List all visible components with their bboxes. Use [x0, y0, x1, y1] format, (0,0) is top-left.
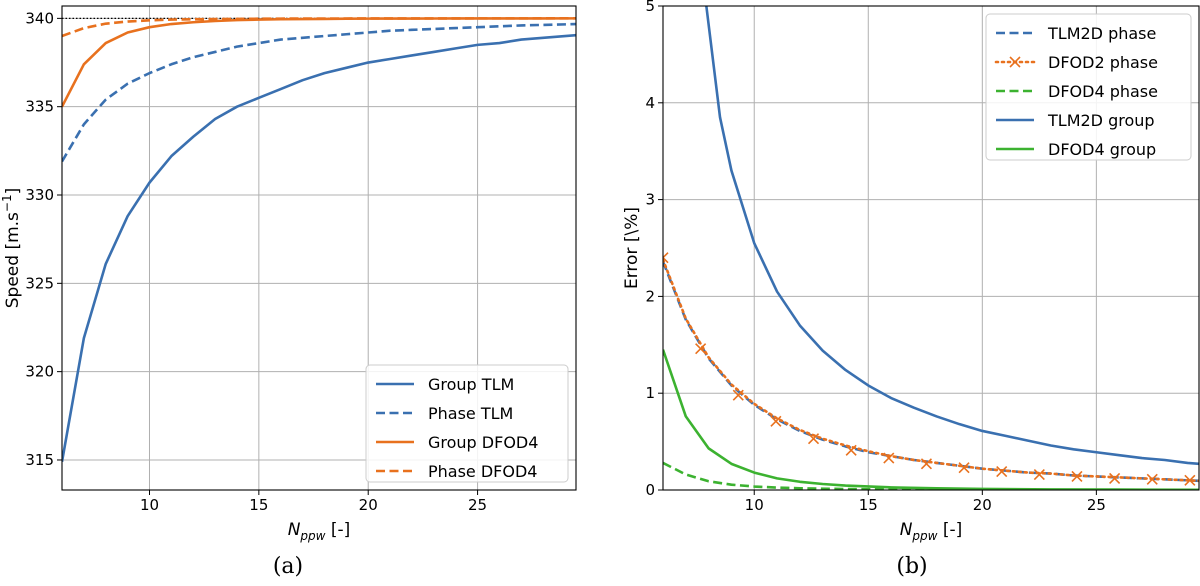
panel-caption: (b) [896, 554, 927, 579]
y-tick-label: 325 [25, 274, 54, 292]
series-line-tlm2d-group [705, 6, 1199, 466]
x-tick-label: 25 [468, 496, 487, 514]
x-tick-label: 25 [1087, 496, 1106, 514]
y-tick-label: 315 [25, 451, 54, 469]
series-line-phase-dfod4 [62, 17, 576, 38]
marker-x [1071, 470, 1083, 483]
marker-x [807, 433, 820, 445]
y-tick-label: 3 [645, 191, 655, 209]
y-tick-label: 2 [645, 287, 655, 305]
legend-label: Group DFOD4 [428, 433, 538, 452]
legend-label: TLM2D group [1047, 111, 1155, 130]
x-tick-label: 15 [859, 496, 878, 514]
legend-label: DFOD4 group [1048, 140, 1156, 159]
y-tick-label: 320 [25, 363, 54, 381]
series-line-dfod2-phase [663, 258, 1199, 483]
x-axis-title: Nppw [-] [288, 520, 351, 543]
plot-area [663, 6, 1199, 490]
marker-x [996, 466, 1008, 478]
legend: Group TLM Phase TLM Group DFOD4 Phase DFOD4 [365, 364, 569, 483]
x-tick-label: 10 [140, 496, 159, 514]
series-line-group-tlm [62, 33, 576, 462]
y-tick-label: 0 [645, 481, 655, 499]
y-tick-label: 340 [25, 9, 54, 27]
y-axis-title: Speed [m.s−1] [0, 188, 23, 309]
marker-x [958, 462, 970, 474]
series-line-phase-tlm [62, 22, 576, 163]
marker-x [1033, 468, 1045, 481]
y-axis-title: Error [\%] [622, 207, 642, 289]
series-line-tlm2d-phase [663, 261, 1199, 483]
y-tick-label: 5 [645, 0, 655, 15]
marker-x [920, 458, 933, 470]
legend: TLM2D phase DFOD2 phase DFOD4 phase TLM2D g… [985, 13, 1192, 161]
marker-x [1109, 472, 1121, 484]
legend-label: DFOD2 phase [1048, 53, 1158, 72]
marker-x [883, 452, 895, 464]
legend-label: DFOD4 phase [1048, 82, 1158, 101]
legend-box [365, 364, 569, 483]
panel-b-error-chart: 10 15 20 25 0 1 2 3 4 5 Nppw [-] Error [\%] TLM2D ph… [622, 0, 1200, 579]
x-axis-title: Nppw [-] [900, 520, 963, 543]
marker-x [695, 343, 707, 355]
marker-x [845, 444, 857, 456]
marker-x [732, 389, 744, 401]
panel-caption: (a) [273, 554, 303, 579]
axes-frame [662, 5, 1200, 491]
plot-area [62, 17, 576, 462]
series-line-dfod4-group [663, 349, 1199, 490]
y-tick-label: 4 [645, 94, 655, 112]
marker-x [1184, 474, 1196, 486]
marker-x [663, 252, 669, 264]
axes-frame [61, 5, 577, 491]
y-tick-label: 330 [25, 186, 54, 204]
legend-label: Phase TLM [428, 404, 513, 423]
y-tick-label: 335 [25, 98, 54, 116]
x-tick-label: 15 [249, 496, 268, 514]
legend-label: Group TLM [428, 375, 514, 394]
x-tick-label: 10 [745, 496, 764, 514]
legend-label: TLM2D phase [1047, 24, 1156, 43]
legend-label: Phase DFOD4 [428, 462, 537, 481]
marker-x [1146, 473, 1158, 485]
y-tick-label: 1 [645, 384, 655, 402]
series-line-group-dfod4 [62, 17, 576, 108]
x-tick-label: 20 [973, 496, 992, 514]
marker-x [770, 415, 782, 427]
x-tick-label: 20 [359, 496, 378, 514]
panel-a-speed-chart: 10 15 20 25 315 320 325 330 335 340 Nppw [-] Speed … [0, 5, 577, 579]
legend-box [985, 13, 1192, 161]
